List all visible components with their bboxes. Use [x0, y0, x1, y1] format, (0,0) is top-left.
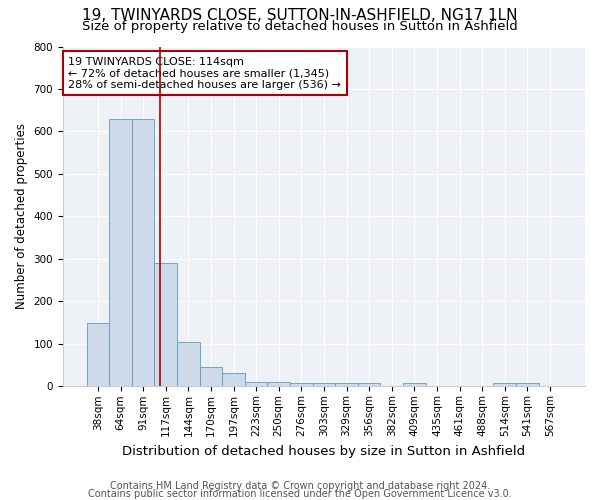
- Bar: [358, 384, 380, 386]
- Bar: [493, 384, 516, 386]
- Text: 19 TWINYARDS CLOSE: 114sqm
← 72% of detached houses are smaller (1,345)
28% of s: 19 TWINYARDS CLOSE: 114sqm ← 72% of deta…: [68, 56, 341, 90]
- Bar: [516, 384, 539, 386]
- Bar: [177, 342, 200, 386]
- Bar: [132, 118, 154, 386]
- Bar: [86, 322, 109, 386]
- Text: 19, TWINYARDS CLOSE, SUTTON-IN-ASHFIELD, NG17 1LN: 19, TWINYARDS CLOSE, SUTTON-IN-ASHFIELD,…: [82, 8, 518, 22]
- Bar: [200, 368, 222, 386]
- Bar: [403, 384, 425, 386]
- Text: Contains public sector information licensed under the Open Government Licence v3: Contains public sector information licen…: [88, 489, 512, 499]
- Bar: [222, 373, 245, 386]
- X-axis label: Distribution of detached houses by size in Sutton in Ashfield: Distribution of detached houses by size …: [122, 444, 526, 458]
- Bar: [268, 382, 290, 386]
- Bar: [335, 384, 358, 386]
- Text: Contains HM Land Registry data © Crown copyright and database right 2024.: Contains HM Land Registry data © Crown c…: [110, 481, 490, 491]
- Bar: [109, 118, 132, 386]
- Text: Size of property relative to detached houses in Sutton in Ashfield: Size of property relative to detached ho…: [82, 20, 518, 33]
- Bar: [154, 263, 177, 386]
- Bar: [290, 384, 313, 386]
- Bar: [245, 382, 268, 386]
- Y-axis label: Number of detached properties: Number of detached properties: [15, 124, 28, 310]
- Bar: [313, 384, 335, 386]
